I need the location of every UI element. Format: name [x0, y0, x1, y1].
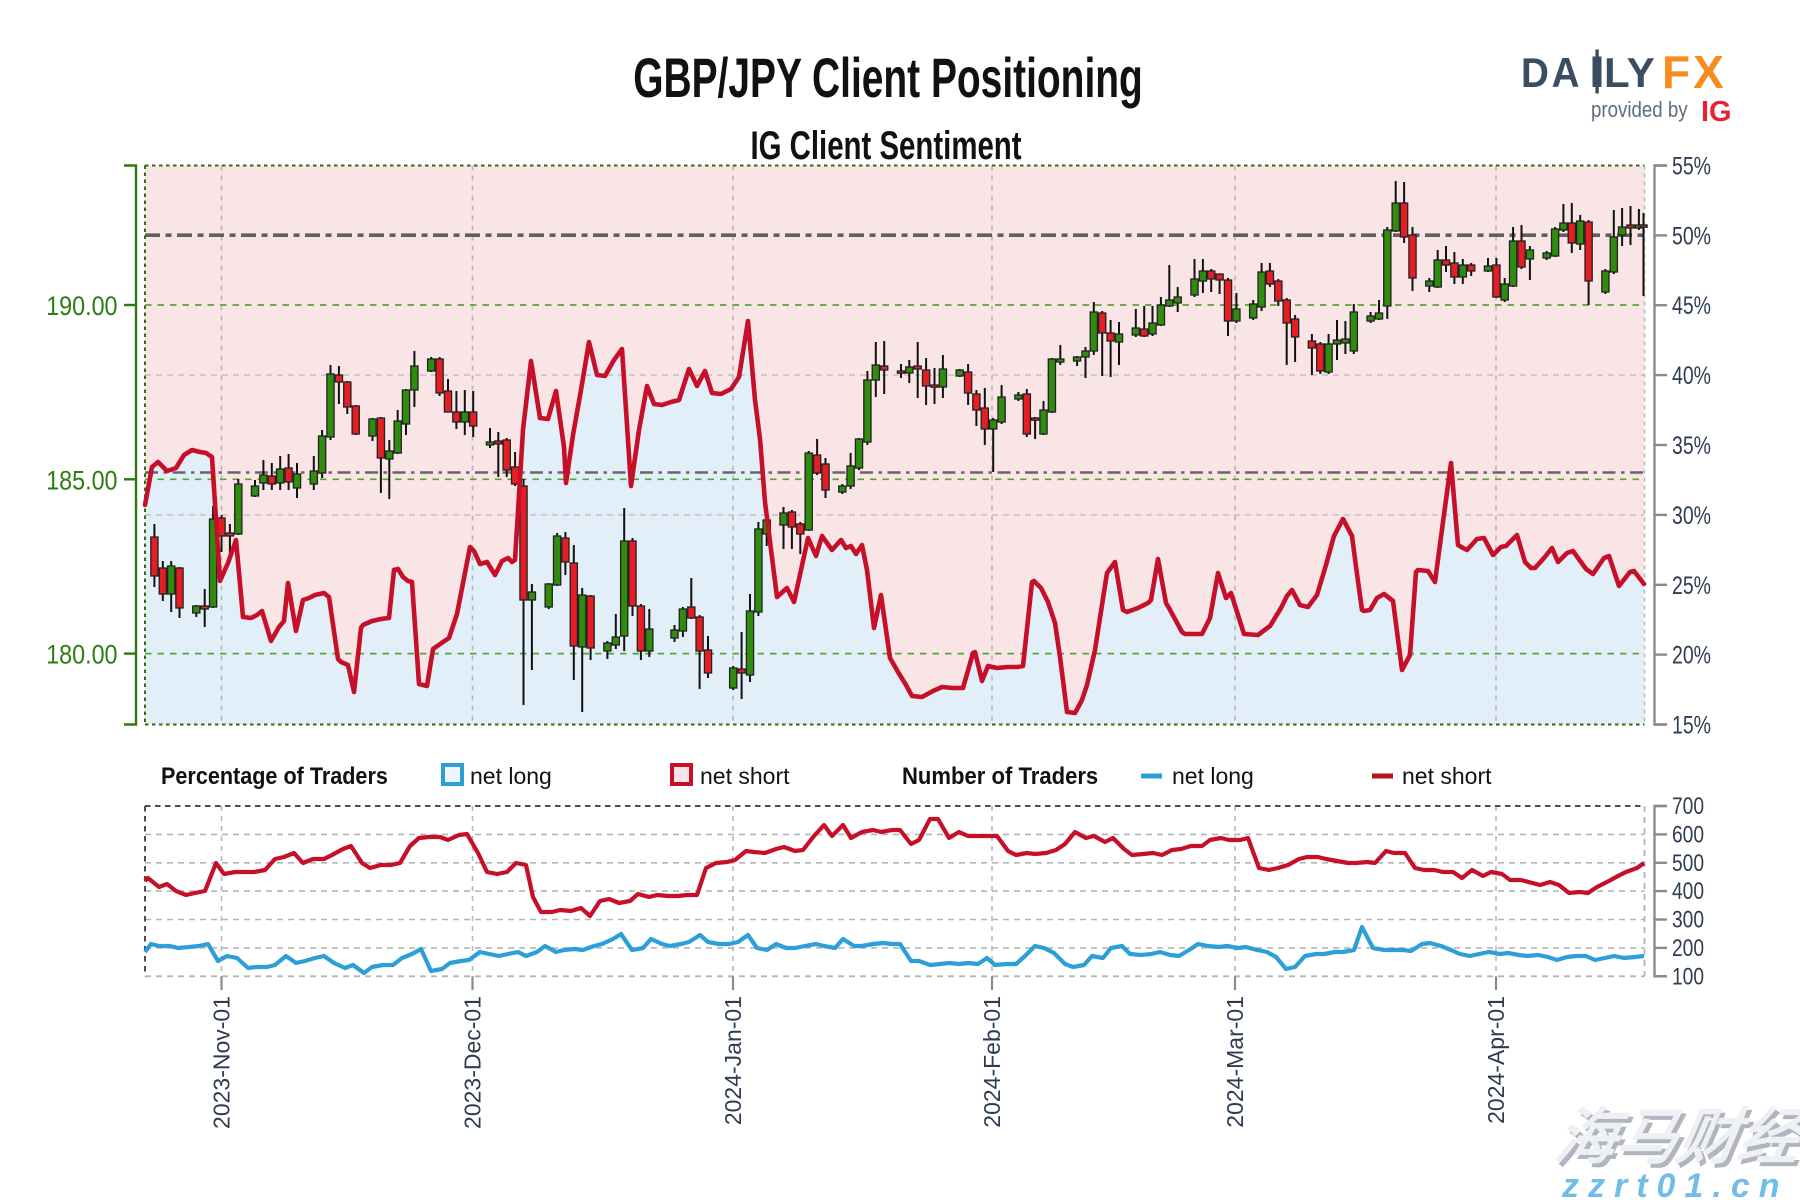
svg-text:net short: net short — [700, 763, 790, 789]
svg-text:45%: 45% — [1672, 292, 1711, 320]
svg-text:2024-Jan-01: 2024-Jan-01 — [720, 996, 746, 1125]
svg-text:IG Client Sentiment: IG Client Sentiment — [750, 124, 1021, 168]
svg-text:185.00: 185.00 — [46, 466, 117, 496]
svg-text:2024-Apr-01: 2024-Apr-01 — [1483, 996, 1509, 1124]
svg-text:100: 100 — [1672, 962, 1704, 990]
svg-text:2024-Feb-01: 2024-Feb-01 — [979, 996, 1005, 1128]
svg-text:600: 600 — [1672, 820, 1704, 848]
svg-text:LY: LY — [1604, 49, 1656, 96]
svg-text:15%: 15% — [1672, 711, 1711, 739]
svg-text:35%: 35% — [1672, 432, 1711, 460]
svg-text:190.00: 190.00 — [46, 292, 117, 322]
svg-text:55%: 55% — [1672, 152, 1711, 180]
svg-text:2024-Mar-01: 2024-Mar-01 — [1222, 996, 1248, 1128]
svg-text:zzrt01.cn: zzrt01.cn — [1561, 1167, 1789, 1200]
svg-text:net short: net short — [1402, 763, 1492, 789]
svg-text:Percentage of Traders: Percentage of Traders — [161, 762, 388, 789]
svg-text:海马财经: 海马财经 — [1554, 1107, 1800, 1175]
svg-text:300: 300 — [1672, 905, 1704, 933]
svg-text:30%: 30% — [1672, 502, 1711, 530]
svg-text:海马财经: 海马财经 — [1550, 1103, 1800, 1171]
svg-text:2023-Nov-01: 2023-Nov-01 — [209, 996, 235, 1129]
svg-text:net long: net long — [1172, 763, 1254, 789]
svg-text:500: 500 — [1672, 849, 1704, 877]
svg-text:provided by: provided by — [1591, 99, 1688, 123]
svg-text:DA: DA — [1521, 48, 1582, 96]
svg-text:180.00: 180.00 — [46, 640, 117, 670]
svg-text:GBP/JPY Client Positioning: GBP/JPY Client Positioning — [633, 47, 1143, 110]
svg-text:net long: net long — [470, 763, 552, 789]
svg-text:20%: 20% — [1672, 641, 1711, 669]
svg-text:200: 200 — [1672, 934, 1704, 962]
svg-text:IG: IG — [1701, 96, 1732, 128]
svg-text:400: 400 — [1672, 877, 1704, 905]
svg-text:25%: 25% — [1672, 571, 1711, 599]
svg-text:Number of Traders: Number of Traders — [902, 762, 1098, 789]
svg-text:50%: 50% — [1672, 222, 1711, 250]
svg-text:FX: FX — [1662, 46, 1727, 98]
svg-text:700: 700 — [1672, 792, 1704, 820]
svg-text:40%: 40% — [1672, 362, 1711, 390]
svg-text:2023-Dec-01: 2023-Dec-01 — [460, 996, 486, 1129]
svg-text:zzrt01.cn: zzrt01.cn — [1564, 1170, 1792, 1200]
